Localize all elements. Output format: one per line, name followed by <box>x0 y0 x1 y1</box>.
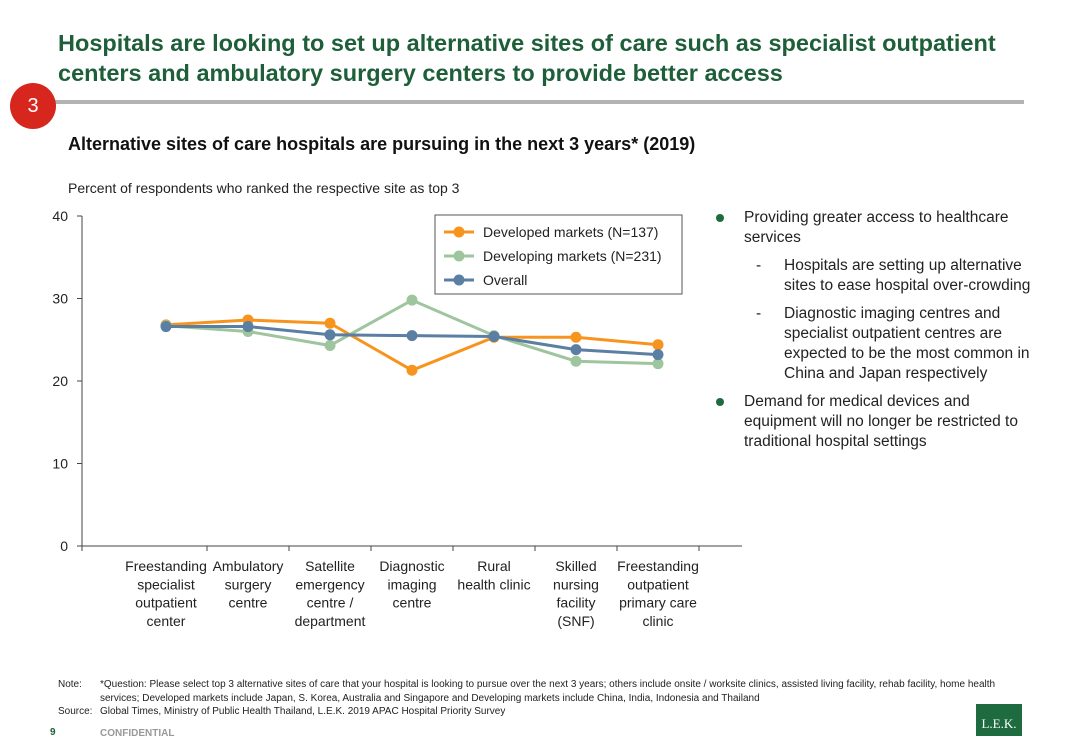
data-point <box>652 339 664 351</box>
chart-title: Alternative sites of care hospitals are … <box>68 134 696 154</box>
lek-logo: L.E.K. <box>976 704 1022 736</box>
data-point <box>324 340 336 352</box>
x-tick-label: Freestanding specialist outpatient center <box>125 558 207 629</box>
data-point <box>406 294 418 306</box>
data-point <box>488 330 500 342</box>
sub-bullet-item: - Hospitals are setting up alternative si… <box>712 256 1042 296</box>
chart-axes: 0 10 20 30 40 Freestanding specialist outpatien… <box>52 208 742 629</box>
data-point <box>652 349 664 361</box>
legend-swatch-marker <box>453 274 465 286</box>
sub-bullet-text: Hospitals are setting up alternative sit… <box>784 257 1031 294</box>
legend-swatch-marker <box>453 226 465 238</box>
note-text: *Question: Please select top 3 alternati… <box>100 679 996 704</box>
data-point <box>570 331 582 343</box>
data-point <box>570 355 582 367</box>
bullet-text: Demand for medical devices and equipment… <box>744 393 1018 450</box>
x-tick-label: Satellite emergency centre / department <box>295 558 366 629</box>
y-tick-label: 20 <box>52 373 68 389</box>
data-point <box>324 329 336 341</box>
bullet-dot-icon <box>716 214 724 222</box>
chart-legend: Developed markets (N=137) Developing mark… <box>434 214 683 295</box>
source-text: Global Times, Ministry of Public Health … <box>100 706 506 717</box>
x-tick-label: Rural health clinic <box>457 558 530 592</box>
data-point <box>570 344 582 356</box>
x-tick-label: Ambulatory surgery centre <box>213 558 284 611</box>
sub-bullet-text: Diagnostic imaging centres and specialis… <box>784 305 1030 382</box>
header-rule <box>30 100 1024 104</box>
section-badge: 3 <box>10 83 56 129</box>
chart-series <box>160 294 664 376</box>
dash-marker: - <box>756 257 762 274</box>
dash-marker: - <box>756 305 762 322</box>
series-2 <box>160 321 664 361</box>
legend-swatch-marker <box>453 250 465 262</box>
sub-bullet-item: - Diagnostic imaging centres and speciali… <box>712 304 1042 384</box>
legend-box <box>434 214 683 295</box>
data-point <box>406 330 418 342</box>
legend-label: Overall <box>483 272 527 288</box>
data-point <box>242 321 254 333</box>
y-tick-label: 10 <box>52 456 68 472</box>
data-point <box>160 321 172 333</box>
page-number: 9 <box>50 727 56 738</box>
x-tick-label: Skilled nursing facility (SNF) <box>553 558 599 629</box>
series-0 <box>160 314 664 376</box>
source-label: Source: <box>58 706 93 717</box>
x-tick-label: Diagnostic imaging centre <box>379 558 444 611</box>
bullet-item: Demand for medical devices and equipment… <box>712 392 1042 452</box>
x-tick-label: Freestanding outpatient primary care clinic <box>617 558 699 629</box>
y-tick-label: 30 <box>52 291 68 307</box>
legend-label: Developed markets (N=137) <box>483 224 658 240</box>
legend-label: Developing markets (N=231) <box>483 248 662 264</box>
bullet-item: Providing greater access to healthcare s… <box>712 208 1042 248</box>
key-takeaways: Providing greater access to healthcare s… <box>712 208 1042 460</box>
data-point <box>406 364 418 376</box>
data-point <box>652 358 664 370</box>
y-tick-label: 40 <box>52 208 68 224</box>
chart-subtitle: Percent of respondents who ranked the re… <box>68 180 460 196</box>
bullet-dot-icon <box>716 398 724 406</box>
y-tick-label: 0 <box>60 538 68 554</box>
footnote: Note: *Question: Please select top 3 alt… <box>58 678 998 719</box>
confidential-label: CONFIDENTIAL <box>100 728 175 739</box>
data-point <box>324 317 336 329</box>
bullet-text: Providing greater access to healthcare s… <box>744 209 1009 246</box>
page-headline: Hospitals are looking to set up alternat… <box>58 30 996 86</box>
note-label: Note: <box>58 679 82 690</box>
